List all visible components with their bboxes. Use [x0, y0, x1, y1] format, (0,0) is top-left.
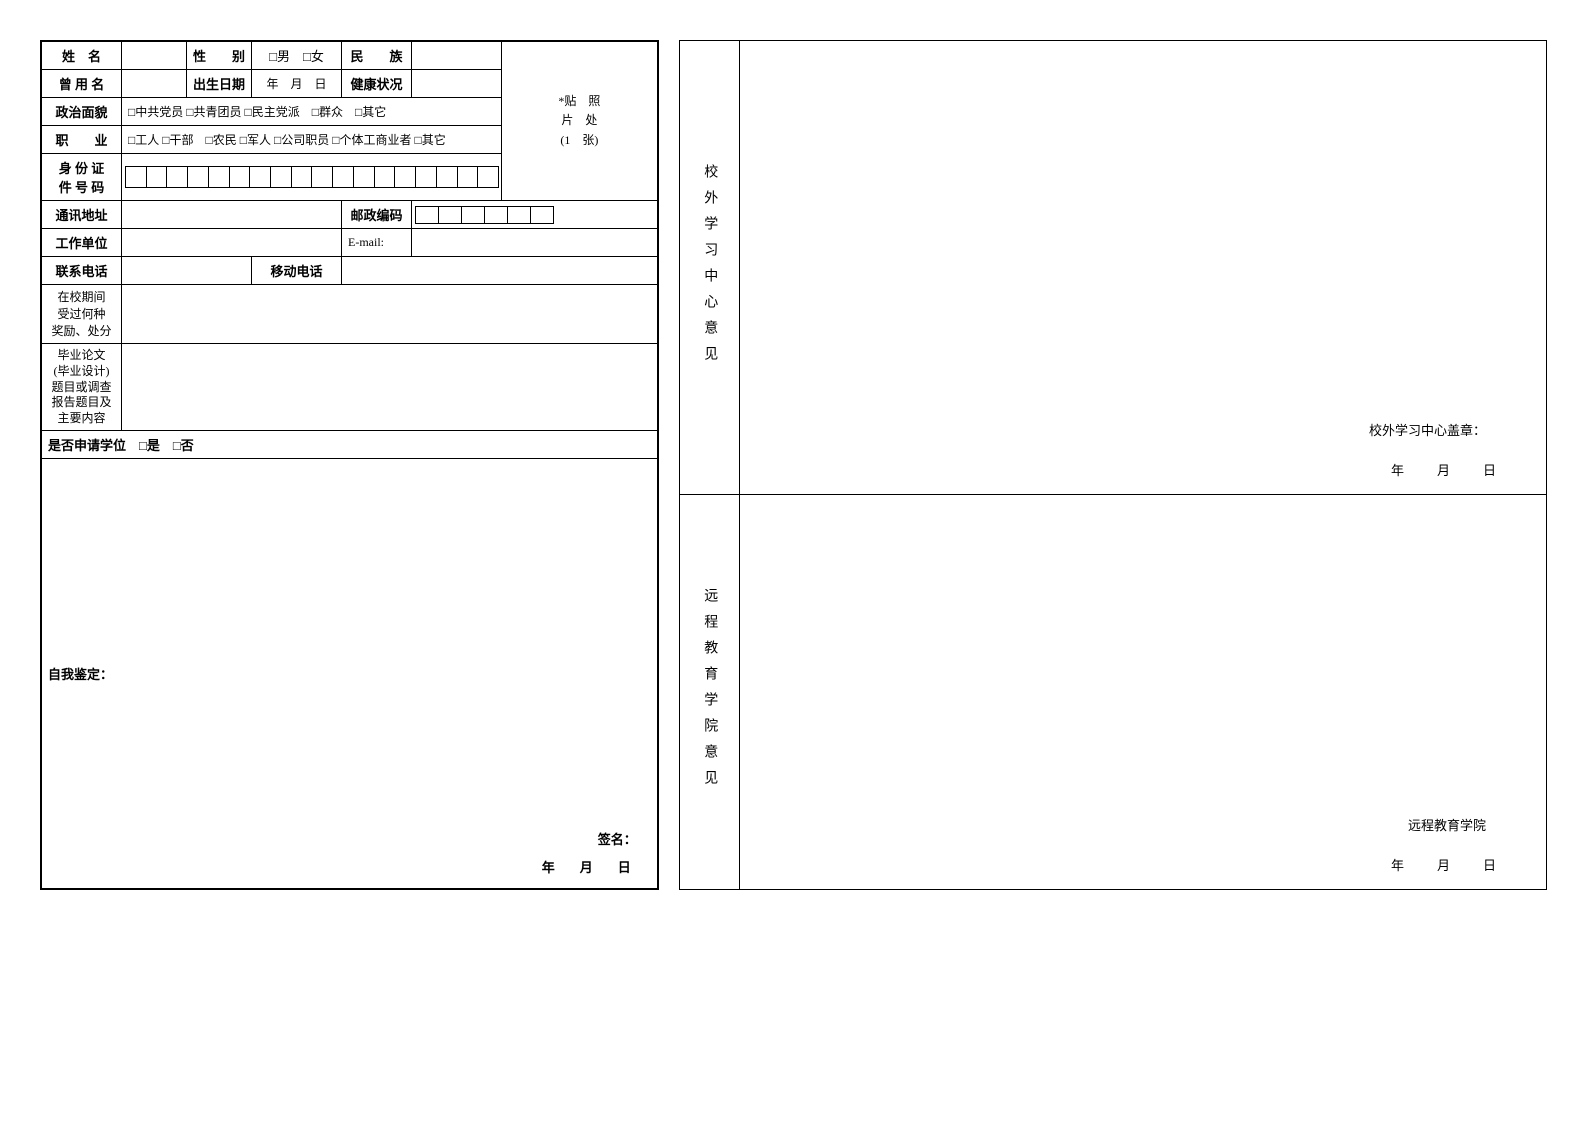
section-external-center: 校外学习中心意见 校外学习中心盖章： 年 月 日 [680, 41, 1546, 495]
signature-date: 年 月 日 [542, 857, 637, 876]
row-name: 姓 名 性 别 □男 □女 民 族 *贴 照 片 处 (1 张) [42, 42, 658, 70]
label-phone: 联系电话 [42, 257, 122, 285]
label-addr: 通讯地址 [42, 201, 122, 229]
field-id[interactable] [122, 154, 502, 201]
row-addr: 通讯地址 邮政编码 [42, 201, 658, 229]
field-phone[interactable] [122, 257, 252, 285]
section-distance-college: 远程教育学院意见 远程教育学院 年 月 日 [680, 495, 1546, 889]
field-gender[interactable]: □男 □女 [252, 42, 342, 70]
row-phone: 联系电话 移动电话 [42, 257, 658, 285]
content-distance-college[interactable]: 远程教育学院 年 月 日 [740, 495, 1546, 889]
label-occupation: 职 业 [42, 126, 122, 154]
label-ethnic: 民 族 [342, 42, 412, 70]
field-mobile[interactable] [342, 257, 658, 285]
field-name[interactable] [122, 42, 187, 70]
label-former-name: 曾 用 名 [42, 70, 122, 98]
label-id: 身 份 证 件 号 码 [42, 154, 122, 201]
label-birth: 出生日期 [187, 70, 252, 98]
date-distance-college: 年 月 日 [1391, 855, 1506, 874]
stamp-distance-college: 远程教育学院 [1408, 815, 1486, 834]
label-postal: 邮政编码 [342, 201, 412, 229]
field-awards[interactable] [122, 285, 658, 344]
right-form-page: 校外学习中心意见 校外学习中心盖章： 年 月 日 远程教育学院意见 远程教育学院… [679, 40, 1547, 890]
row-degree: 是否申请学位 □是 □否 [42, 431, 658, 459]
row-self-assess: 自我鉴定： 签名： 年 月 日 [42, 459, 658, 889]
field-thesis[interactable] [122, 344, 658, 431]
label-email: E-mail: [342, 229, 412, 257]
label-thesis: 毕业论文 (毕业设计) 题目或调查 报告题目及 主要内容 [42, 344, 122, 431]
field-health[interactable] [412, 70, 502, 98]
degree-options[interactable]: □是 □否 [139, 438, 194, 453]
photo-placeholder: *贴 照 片 处 (1 张) [502, 42, 658, 201]
label-political: 政治面貌 [42, 98, 122, 126]
photo-text-3: (1 张) [508, 131, 651, 150]
form-table: 姓 名 性 别 □男 □女 民 族 *贴 照 片 处 (1 张) 曾 用 名 出… [41, 41, 658, 889]
label-external-center: 校外学习中心意见 [680, 41, 740, 494]
row-work: 工作单位 E-mail: [42, 229, 658, 257]
field-occupation[interactable]: □工人 □干部 □农民 □军人 □公司职员 □个体工商业者 □其它 [122, 126, 502, 154]
label-id-l2: 件 号 码 [48, 177, 115, 196]
field-email[interactable] [412, 229, 658, 257]
label-health: 健康状况 [342, 70, 412, 98]
row-thesis: 毕业论文 (毕业设计) 题目或调查 报告题目及 主要内容 [42, 344, 658, 431]
signature-label: 签名： [598, 829, 637, 848]
stamp-external-center: 校外学习中心盖章： [1369, 420, 1486, 439]
field-self-assess[interactable]: 自我鉴定： 签名： 年 月 日 [42, 459, 658, 889]
label-name: 姓 名 [42, 42, 122, 70]
label-awards: 在校期间 受过何种 奖励、处分 [42, 285, 122, 344]
label-gender: 性 别 [187, 42, 252, 70]
field-ethnic[interactable] [412, 42, 502, 70]
field-work[interactable] [122, 229, 342, 257]
field-postal[interactable] [412, 201, 658, 229]
photo-text-2: 片 处 [508, 111, 651, 130]
date-external-center: 年 月 日 [1391, 460, 1506, 479]
field-political[interactable]: □中共党员 □共青团员 □民主党派 □群众 □其它 [122, 98, 502, 126]
label-distance-college: 远程教育学院意见 [680, 495, 740, 889]
label-degree: 是否申请学位 [48, 438, 126, 453]
content-external-center[interactable]: 校外学习中心盖章： 年 月 日 [740, 41, 1546, 494]
label-id-l1: 身 份 证 [48, 158, 115, 177]
field-birth[interactable]: 年 月 日 [252, 70, 342, 98]
field-degree[interactable]: 是否申请学位 □是 □否 [42, 431, 658, 459]
field-addr[interactable] [122, 201, 342, 229]
photo-text-1: *贴 照 [508, 92, 651, 111]
label-mobile: 移动电话 [252, 257, 342, 285]
field-former-name[interactable] [122, 70, 187, 98]
left-form-page: 姓 名 性 别 □男 □女 民 族 *贴 照 片 处 (1 张) 曾 用 名 出… [40, 40, 659, 890]
label-self-assess: 自我鉴定： [48, 664, 651, 683]
label-work: 工作单位 [42, 229, 122, 257]
row-awards: 在校期间 受过何种 奖励、处分 [42, 285, 658, 344]
